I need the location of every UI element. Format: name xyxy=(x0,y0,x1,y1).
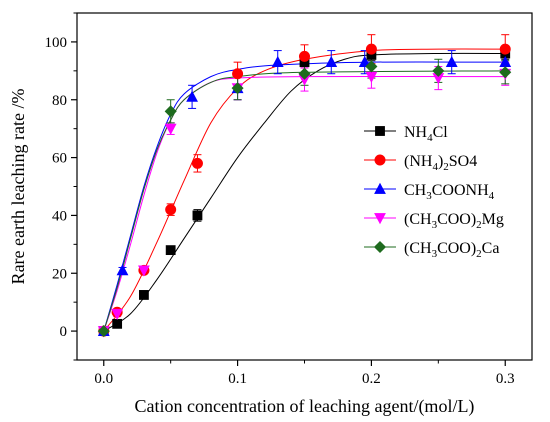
legend-label: (CH3COO)2Ca xyxy=(404,240,499,260)
data-point xyxy=(499,66,512,79)
y-tick-label: 0 xyxy=(60,324,68,340)
data-point xyxy=(111,308,124,320)
y-tick-label: 60 xyxy=(52,151,67,167)
data-point xyxy=(365,71,378,83)
y-axis-title: Rare earth leaching rate /% xyxy=(8,89,28,285)
data-point xyxy=(365,43,377,55)
y-tick-label: 100 xyxy=(45,35,68,51)
error-bars xyxy=(113,34,510,328)
legend-label: (NH4)2SO4 xyxy=(404,153,477,173)
legend-label: NH4Cl xyxy=(404,124,448,144)
x-tick-label: 0.3 xyxy=(496,371,515,387)
data-point xyxy=(298,50,310,62)
data-point xyxy=(165,245,176,256)
data-point xyxy=(358,55,371,68)
data-point xyxy=(325,55,338,68)
data-point xyxy=(232,68,244,80)
data-point xyxy=(112,318,123,329)
data-point xyxy=(164,123,177,135)
x-tick-label: 0.1 xyxy=(228,371,247,387)
legend-item-4: (CH3COO)2Ca xyxy=(364,240,499,260)
data-point xyxy=(138,265,150,277)
legend-item-1: (NH4)2SO4 xyxy=(364,153,477,173)
data-point xyxy=(191,157,203,169)
fit-curve-4 xyxy=(103,70,506,332)
legend-item-0: NH4Cl xyxy=(364,124,448,144)
y-tick-label: 20 xyxy=(52,266,67,282)
data-point xyxy=(164,105,177,118)
legend-marker xyxy=(374,213,386,225)
legend-marker xyxy=(375,126,385,136)
legend-item-2: CH3COONH4 xyxy=(364,182,495,202)
legend-marker xyxy=(373,240,387,254)
data-point xyxy=(116,264,129,276)
legend-marker xyxy=(374,154,386,166)
fit-curve-2 xyxy=(103,61,506,332)
fit-curve-3 xyxy=(103,76,506,332)
data-point xyxy=(365,60,378,73)
x-axis-title: Cation concentration of leaching agent/(… xyxy=(135,396,475,417)
data-point xyxy=(499,43,511,55)
legend-label: CH3COONH4 xyxy=(404,182,495,202)
legend-label: (CH3COO)2Mg xyxy=(404,211,504,231)
data-point xyxy=(432,64,445,77)
legend: NH4Cl (NH4)2SO4 CH3COONH4 (CH3COO)2Mg (CH3CO… xyxy=(364,124,504,260)
x-tick-label: 0.2 xyxy=(362,371,381,387)
axis-ticks: 0.0 0.1 0.2 0.3 0 20 40 60 80 100 xyxy=(45,12,515,387)
x-tick-label: 0.0 xyxy=(94,371,113,387)
data-point xyxy=(445,55,458,68)
y-tick-label: 80 xyxy=(52,93,67,109)
data-point xyxy=(165,204,177,216)
data-point xyxy=(139,290,149,300)
data-point xyxy=(231,82,244,95)
data-point xyxy=(97,325,110,338)
data-point xyxy=(271,55,284,68)
data-point xyxy=(186,90,198,102)
data-point xyxy=(192,210,203,221)
data-points xyxy=(97,43,512,338)
legend-marker xyxy=(374,182,386,194)
data-point xyxy=(298,67,311,80)
legend-item-3: (CH3COO)2Mg xyxy=(364,211,504,231)
y-tick-label: 40 xyxy=(52,208,67,224)
